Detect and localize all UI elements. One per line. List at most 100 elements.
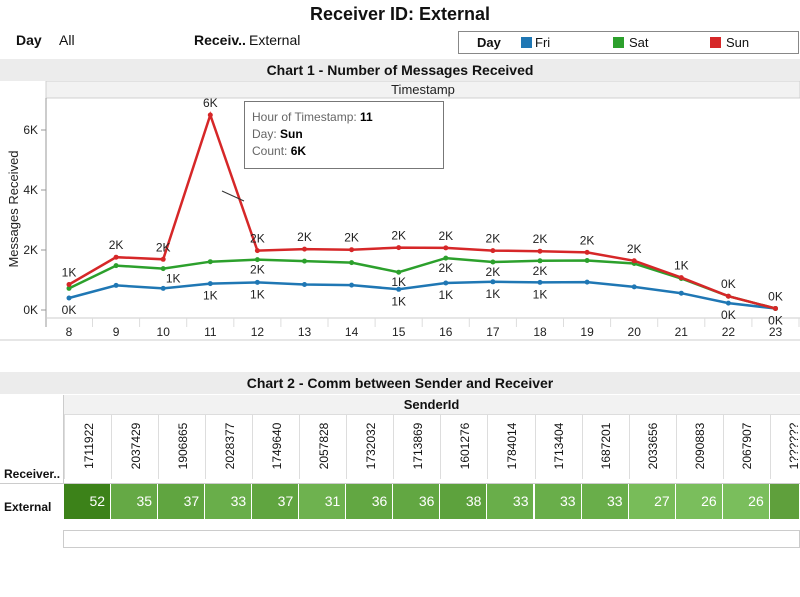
sender-id-column-header[interactable]: 1711922 — [64, 415, 112, 479]
data-point-fri[interactable] — [66, 295, 72, 301]
data-point-sun[interactable] — [207, 112, 213, 118]
data-point-fri[interactable] — [584, 279, 590, 285]
sender-id-column-header[interactable]: 1687201 — [581, 415, 630, 479]
tooltip-hour-value: 11 — [360, 110, 373, 124]
sender-id-column-header[interactable]: 1?????? — [769, 415, 800, 479]
heatmap-cell[interactable]: 26 — [722, 484, 770, 519]
heatmap-cell[interactable]: 31 — [299, 484, 347, 519]
legend-swatch-sat[interactable] — [613, 37, 624, 48]
x-tick-label: 20 — [628, 325, 642, 339]
data-point-fri[interactable] — [302, 282, 307, 287]
heatmap-cell[interactable] — [769, 484, 800, 519]
data-point-fri[interactable] — [490, 279, 496, 285]
heatmap-cell[interactable]: 27 — [628, 484, 676, 519]
receiver-filter-value[interactable]: External — [249, 32, 301, 48]
heatmap-cell[interactable]: 52 — [64, 484, 112, 519]
sender-id-column-header[interactable]: 2090883 — [675, 415, 724, 479]
legend-label-fri[interactable]: Fri — [535, 35, 551, 50]
sender-id-column-header[interactable]: 2067907 — [722, 415, 771, 479]
data-point-fri[interactable] — [537, 279, 543, 285]
heatmap-cell[interactable]: 26 — [675, 484, 723, 519]
sender-id-column-header[interactable]: 1732032 — [346, 415, 394, 479]
sender-id-column-header[interactable]: 2028377 — [205, 415, 253, 479]
sender-id-column-header[interactable]: 2037429 — [111, 415, 159, 479]
heatmap-cell[interactable]: 33 — [487, 484, 535, 519]
data-point-sun[interactable] — [631, 258, 637, 264]
data-point-sat[interactable] — [302, 258, 307, 264]
legend-label-sun[interactable]: Sun — [726, 35, 750, 50]
data-point-sun[interactable] — [302, 246, 307, 252]
sender-id-column-header[interactable]: 2033656 — [628, 415, 677, 479]
data-point-sun[interactable] — [537, 248, 543, 254]
data-point-fri[interactable] — [678, 290, 684, 296]
heatmap-cell[interactable]: 38 — [440, 484, 488, 519]
data-point-sun[interactable] — [349, 247, 355, 253]
heatmap-cell[interactable]: 35 — [111, 484, 159, 519]
x-tick-label: 21 — [675, 325, 689, 339]
data-point-sun[interactable] — [443, 245, 449, 251]
data-label: 2K — [391, 229, 406, 243]
data-point-sat[interactable] — [537, 258, 543, 264]
data-point-sun[interactable] — [490, 248, 496, 254]
series-line-fri[interactable] — [68, 280, 776, 310]
sender-id-column-header[interactable]: 1601276 — [440, 415, 488, 479]
data-point-sat[interactable] — [443, 255, 449, 261]
sender-id-column-header[interactable]: 2057828 — [299, 415, 347, 479]
data-label: 2K — [109, 238, 124, 252]
tooltip-hour-label: Hour of Timestamp: — [252, 110, 357, 124]
data-point-fri[interactable] — [349, 282, 355, 288]
x-tick-label: 17 — [486, 325, 500, 339]
data-point-sat[interactable] — [584, 258, 590, 263]
heatmap-cell[interactable]: 36 — [346, 484, 394, 519]
heatmap-cell[interactable]: 33 — [205, 484, 253, 519]
data-point-sat[interactable] — [160, 266, 166, 272]
data-point-fri[interactable] — [725, 300, 731, 306]
data-label: 6K — [203, 96, 218, 110]
data-point-fri[interactable] — [207, 281, 213, 287]
data-point-sat[interactable] — [490, 259, 496, 265]
sender-id-column-header[interactable]: 1784014 — [487, 415, 535, 479]
heatmap-cell[interactable]: 33 — [581, 484, 629, 519]
data-point-fri[interactable] — [160, 285, 166, 291]
sender-id-column-header[interactable]: 1749640 — [252, 415, 300, 479]
data-point-fri[interactable] — [631, 284, 637, 290]
data-point-sat[interactable] — [113, 263, 119, 269]
legend-swatch-fri[interactable] — [521, 37, 532, 48]
data-point-sat[interactable] — [396, 269, 402, 275]
data-point-sun[interactable] — [160, 256, 166, 262]
data-point-sun[interactable] — [725, 293, 731, 299]
data-point-sun[interactable] — [254, 248, 260, 254]
row-label-external: External — [4, 500, 52, 514]
data-point-sun[interactable] — [773, 306, 778, 311]
day-filter-value[interactable]: All — [59, 32, 75, 48]
data-point-sat[interactable] — [207, 259, 213, 265]
data-label: 1K — [533, 287, 548, 301]
legend-swatch-sun[interactable] — [710, 37, 721, 48]
heatmap-cell[interactable]: 33 — [534, 484, 582, 519]
heatmap-cell[interactable]: 36 — [393, 484, 441, 519]
sender-id-column-header[interactable]: 1906865 — [158, 415, 206, 479]
legend-label-sat[interactable]: Sat — [629, 35, 649, 50]
sender-id-column-header[interactable]: 1713869 — [393, 415, 441, 479]
data-point-sun[interactable] — [66, 282, 72, 287]
sender-id-column-header[interactable]: 1713404 — [534, 415, 583, 479]
sender-id-label: 1601276 — [457, 422, 472, 470]
data-point-fri[interactable] — [254, 279, 260, 285]
data-point-sun[interactable] — [584, 249, 590, 255]
data-point-sat[interactable] — [254, 257, 260, 263]
data-point-sun[interactable] — [678, 275, 684, 281]
data-point-sat[interactable] — [349, 260, 355, 266]
data-point-fri[interactable] — [396, 286, 402, 292]
data-point-sat[interactable] — [66, 285, 72, 291]
data-point-sun[interactable] — [396, 245, 402, 251]
y-tick-label: 4K — [23, 183, 38, 197]
data-point-fri[interactable] — [113, 282, 119, 288]
heatmap-cell[interactable]: 37 — [252, 484, 300, 519]
data-label: 2K — [533, 264, 548, 278]
heatmap-cell[interactable]: 37 — [158, 484, 206, 519]
data-point-sun[interactable] — [113, 254, 119, 260]
x-tick-label: 10 — [157, 325, 171, 339]
data-point-fri[interactable] — [443, 280, 449, 286]
series-line-sun[interactable] — [68, 111, 776, 310]
series-line-sat[interactable] — [68, 256, 776, 310]
